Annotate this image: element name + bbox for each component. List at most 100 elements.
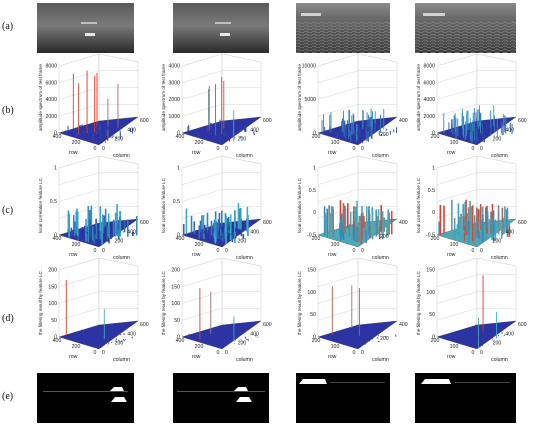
y-tick-label: 0	[480, 146, 483, 152]
x-tick-label: 0	[217, 146, 220, 152]
z-tick-label: -0.5	[426, 233, 435, 239]
x-tick-label: 200	[195, 344, 204, 350]
x-tick-label: 0	[94, 146, 97, 152]
x-axis-label: row	[192, 252, 201, 258]
z-tick-label: 0	[54, 233, 57, 239]
y-tick-label: 200	[238, 137, 247, 143]
x-tick-label: 0	[472, 146, 475, 152]
gridline	[317, 274, 359, 287]
y-tick-label: 0	[361, 146, 364, 152]
x-tick-label: 400	[176, 338, 185, 344]
y-tick-label: 600	[140, 118, 149, 124]
x-tick-label: 0	[353, 248, 356, 254]
z-tick-label: 0	[54, 131, 57, 137]
y-tick-label: 400	[505, 229, 514, 235]
z-tick-label: 0	[54, 335, 57, 341]
surface-base	[317, 320, 398, 350]
y-tick-label: 400	[127, 229, 136, 235]
y-tick-label: 600	[263, 322, 272, 328]
z-tick-label: 0.5	[50, 199, 57, 205]
x-axis-label: row	[192, 354, 201, 360]
z-tick-label: 200	[171, 268, 180, 274]
gridline	[317, 104, 359, 117]
x-tick-label: 100	[331, 140, 340, 146]
x-tick-label: 100	[450, 344, 459, 350]
y-tick-label: 200	[493, 341, 502, 347]
x-axis-label: row	[447, 150, 456, 156]
z-tick-label: 0.5	[309, 188, 316, 194]
y-tick-label: 400	[399, 220, 408, 226]
frame-a3	[296, 3, 390, 53]
y-axis-label: column	[113, 153, 130, 159]
gridline	[181, 206, 223, 219]
y-tick-label: 600	[140, 322, 149, 328]
z-tick-label: 5000	[304, 97, 316, 103]
row-label-a: (a)	[2, 21, 14, 32]
gridline	[436, 274, 478, 287]
z-tick-label: 0.5	[173, 199, 180, 205]
z-tick-label: -0.5	[307, 233, 316, 239]
x-axis-label: row	[447, 354, 456, 360]
y-axis-label: column	[491, 357, 508, 363]
y-axis-label: column	[113, 255, 130, 261]
x-axis-label: row	[447, 252, 456, 258]
gridline	[436, 308, 478, 321]
z-tick-label: 8000	[423, 64, 435, 70]
gridline	[181, 189, 223, 202]
z-tick-label: 0	[432, 131, 435, 137]
x-tick-label: 0	[217, 248, 220, 254]
z-tick-label: 2000	[45, 114, 57, 120]
gridline	[317, 87, 359, 100]
x-tick-label: 400	[176, 134, 185, 140]
z-tick-label: 0	[177, 131, 180, 137]
z-tick-label: 0	[177, 233, 180, 239]
y-tick-label: 600	[263, 118, 272, 124]
y-tick-label: 0	[480, 248, 483, 254]
z-axis-label: amplitude spectrum of test frame	[161, 64, 166, 131]
gridline	[436, 172, 478, 185]
gridline	[317, 70, 359, 83]
gridline	[181, 70, 223, 83]
x-tick-label: 200	[431, 236, 440, 242]
x-tick-label: 200	[312, 134, 321, 140]
gridline	[181, 308, 223, 321]
gridline	[317, 308, 359, 321]
z-axis-label: amplitude spectrum of test frame	[38, 64, 43, 131]
y-tick-label: 600	[518, 322, 527, 328]
x-axis-label: row	[69, 354, 78, 360]
y-tick-label: 200	[238, 341, 247, 347]
z-tick-label: 4000	[168, 64, 180, 70]
z-axis-label: local correlation feature LC	[161, 177, 166, 233]
frame-a4	[415, 3, 516, 53]
z-tick-label: 6000	[423, 80, 435, 86]
gridline	[58, 189, 100, 202]
z-tick-label: 150	[171, 284, 180, 290]
z-tick-label: 150	[48, 284, 57, 290]
y-tick-label: 0	[225, 350, 228, 356]
z-tick-label: 0	[177, 335, 180, 341]
y-axis-label: column	[372, 357, 389, 363]
z-tick-label: 1	[177, 166, 180, 172]
x-tick-label: 200	[195, 242, 204, 248]
x-tick-label: 200	[431, 134, 440, 140]
y-tick-label: 200	[493, 137, 502, 143]
x-tick-label: 0	[472, 350, 475, 356]
x-axis-label: row	[69, 252, 78, 258]
z-tick-label: 1000	[168, 114, 180, 120]
y-tick-label: 200	[380, 132, 389, 138]
x-tick-label: 0	[217, 350, 220, 356]
z-axis-label: amplitude spectrum of test frame	[416, 64, 421, 131]
y-tick-label: 0	[361, 350, 364, 356]
z-tick-label: 100	[48, 301, 57, 307]
x-tick-label: 200	[312, 338, 321, 344]
y-tick-label: 0	[225, 248, 228, 254]
z-axis-label: the filtering result by feature LC	[297, 270, 302, 335]
z-tick-label: 2000	[168, 97, 180, 103]
y-tick-label: 200	[493, 239, 502, 245]
row-label-b: (b)	[2, 105, 14, 116]
gridline	[317, 172, 359, 185]
x-axis-label: row	[69, 150, 78, 156]
y-tick-label: 400	[505, 331, 514, 337]
z-tick-label: 1	[432, 166, 435, 172]
y-axis-label: column	[113, 357, 130, 363]
